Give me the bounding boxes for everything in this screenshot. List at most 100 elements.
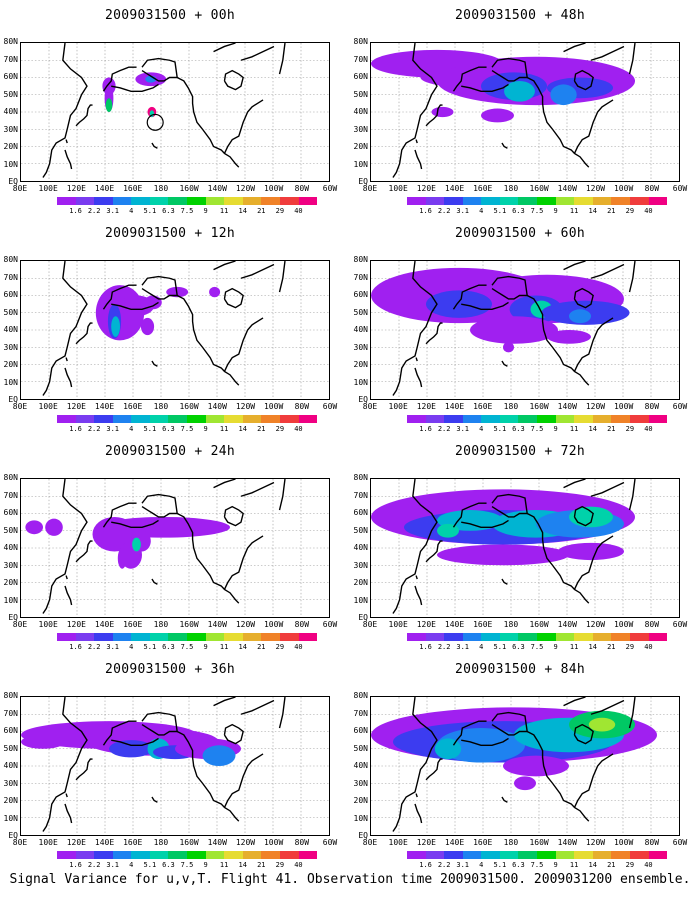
lon-tick-label: 60W — [672, 620, 688, 629]
colorbar-swatch — [444, 633, 463, 641]
colorbar-label: 29 — [275, 643, 285, 651]
coastline — [415, 793, 418, 798]
coastline — [42, 479, 88, 614]
colorbar-label: 9 — [203, 425, 208, 433]
colorbar-swatch — [149, 197, 169, 205]
lon-tick-label: 160W — [179, 402, 199, 411]
observation-circle — [146, 113, 164, 131]
variance-contour — [514, 776, 536, 791]
colorbar-swatch — [242, 197, 262, 205]
colorbar-label: 6.3 — [162, 425, 175, 433]
colorbar-label: 2.2 — [87, 425, 101, 433]
colorbar-swatch — [444, 851, 463, 859]
map-svg — [21, 261, 329, 399]
coastline — [573, 99, 614, 154]
map-panel: 2009031500 + 60h 80N 70N 60N 50N 40N 30N 20N 10N… — [350, 218, 690, 433]
colorbar-label: 4 — [129, 207, 134, 215]
lat-tick-label: 80N — [353, 692, 368, 700]
colorbar-swatch — [57, 197, 76, 205]
coastline — [491, 275, 528, 300]
lon-tick-label: 80E — [12, 184, 28, 193]
colorbar-label: 40 — [294, 207, 303, 215]
colorbar-swatch — [279, 415, 299, 423]
colorbar-swatch — [168, 197, 188, 205]
colorbar-label: 3.1 — [456, 861, 470, 869]
lon-tick-label: 140E — [444, 620, 465, 629]
lat-tick-label: 10N — [3, 814, 18, 823]
colorbar-label: 40 — [294, 425, 303, 433]
lon-tick-label: 80E — [12, 402, 28, 411]
coastline — [526, 512, 590, 604]
lat-tick-label: 50N — [353, 526, 368, 535]
colorbar-label: 11 — [569, 425, 579, 433]
coastline — [151, 578, 158, 585]
map-svg — [21, 43, 329, 181]
lon-tick-label: 100E — [38, 838, 58, 847]
lon-tick-label: 100W — [263, 620, 284, 629]
coastline — [573, 317, 614, 372]
colorbar-label: 2.2 — [437, 861, 451, 869]
colorbar-swatch — [261, 851, 280, 859]
coastline — [64, 585, 73, 606]
map-area — [370, 42, 680, 182]
colorbar-label: 4 — [129, 861, 134, 869]
lon-tick-label: 120E — [66, 184, 86, 193]
colorbar-label: 1.6 — [69, 643, 82, 651]
lat-tick-label: EQ — [8, 832, 18, 840]
colorbar-label: 11 — [219, 207, 229, 215]
coastline — [452, 284, 487, 310]
lon-tick-label: 60W — [672, 402, 688, 411]
colorbar-label: 6.3 — [512, 425, 525, 433]
lon-tick-label: 80E — [362, 838, 378, 847]
colorbar-swatch — [298, 415, 318, 423]
colorbar-label: 2.2 — [437, 425, 451, 433]
figure-caption: Signal Variance for u,v,T. Flight 41. Ob… — [9, 872, 691, 887]
colorbar-label: 3.1 — [456, 643, 470, 651]
colorbar-label: 11 — [569, 643, 579, 651]
colorbar-label: 14 — [588, 861, 597, 869]
colorbar-swatch — [611, 197, 630, 205]
coastline — [240, 263, 275, 279]
colorbar-label: 4 — [129, 425, 134, 433]
colorbar-label: 7.5 — [180, 643, 194, 651]
colorbar — [407, 197, 668, 205]
colorbar-swatch — [279, 851, 299, 859]
lon-tick-label: 120E — [416, 184, 436, 193]
colorbar-swatch — [279, 197, 299, 205]
colorbar-swatch — [168, 415, 188, 423]
colorbar-swatch — [611, 851, 630, 859]
lat-tick-label: 40N — [353, 108, 368, 116]
lat-tick-label: EQ — [358, 396, 368, 404]
colorbar-swatch — [648, 851, 668, 859]
variance-contour — [550, 84, 577, 106]
colorbar-swatch — [555, 851, 575, 859]
lat-tick-label: 50N — [3, 90, 18, 99]
lat-tick-label: 60N — [3, 73, 18, 81]
colorbar — [57, 851, 318, 859]
coastline — [223, 535, 264, 590]
colorbar-swatch — [518, 633, 538, 641]
variance-contour — [132, 537, 141, 552]
variance-contour — [437, 523, 459, 538]
map-panel: 2009031500 + 84h 80N 70N 60N 50N 40N 30N 20N 10N… — [350, 654, 690, 869]
colorbar-swatch — [261, 633, 280, 641]
lon-tick-label: 140E — [444, 402, 465, 411]
colorbar-swatch — [518, 415, 538, 423]
colorbar-swatch — [481, 851, 500, 859]
lat-tick-label: EQ — [358, 178, 368, 186]
coastline — [491, 493, 528, 518]
lat-tick-label: 10N — [3, 596, 18, 605]
colorbar-swatch — [205, 633, 225, 641]
lon-tick-label: 140E — [94, 838, 115, 847]
panel-title: 2009031500 + 48h — [454, 8, 586, 23]
coastline — [461, 301, 509, 310]
colorbar-swatch — [224, 415, 243, 423]
colorbar-swatch — [112, 197, 132, 205]
colorbar-swatch — [537, 415, 556, 423]
lat-tick-label: 70N — [3, 55, 18, 64]
lon-tick-label: 140E — [94, 184, 115, 193]
colorbar-swatch — [574, 415, 593, 423]
colorbar-swatch — [75, 197, 95, 205]
colorbar-label: 3.1 — [106, 425, 120, 433]
colorbar-label: 9 — [203, 861, 208, 869]
